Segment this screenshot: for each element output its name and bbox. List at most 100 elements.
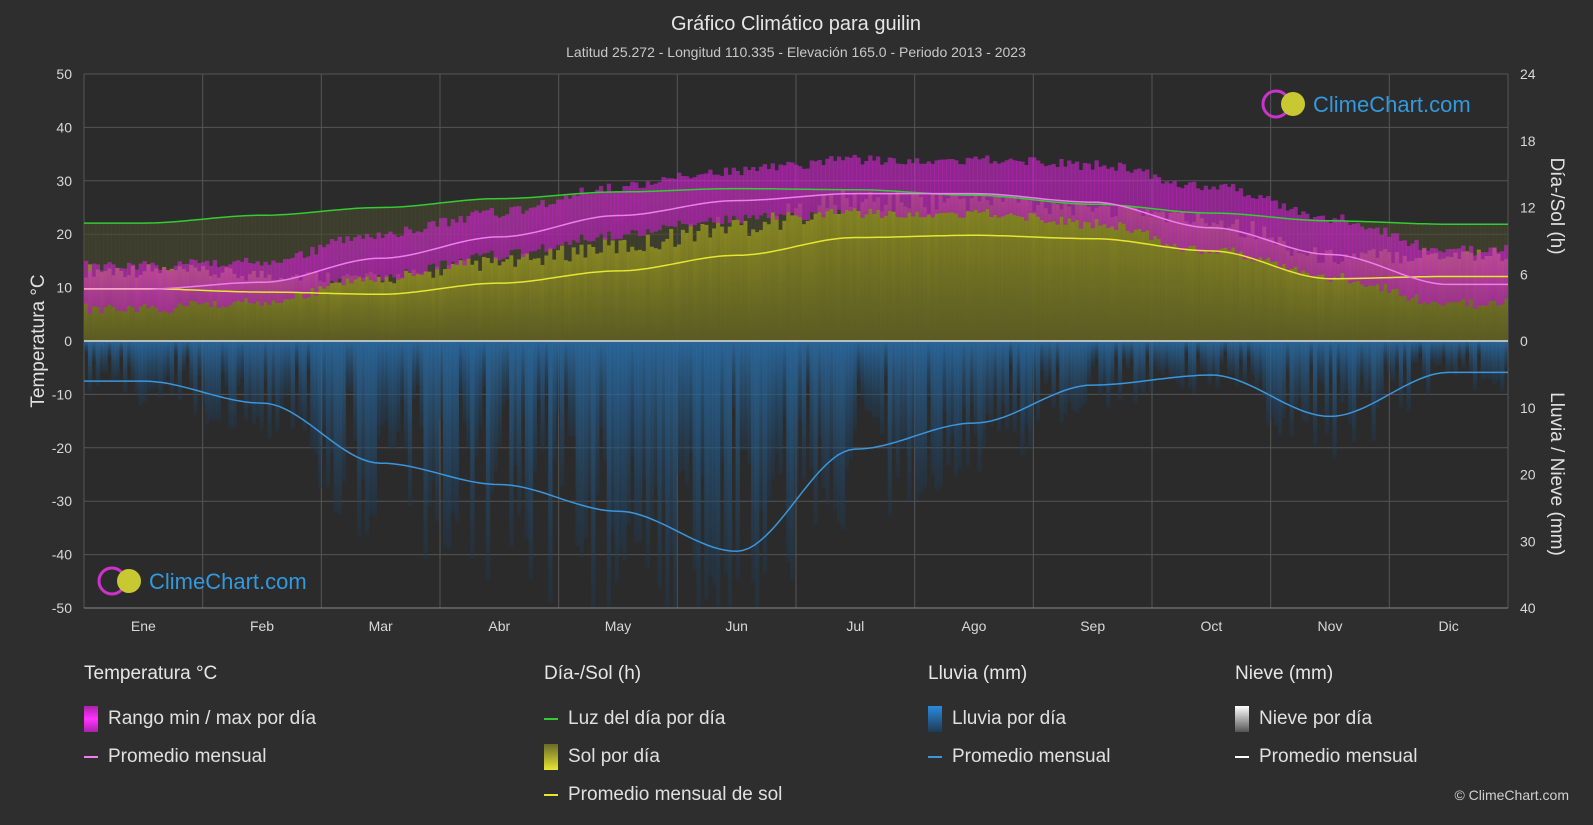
rain-bar: [1437, 341, 1443, 365]
temp-range-bar: [419, 232, 424, 275]
temp-range-bar: [1016, 160, 1021, 217]
x-tick-label: Abr: [488, 618, 510, 634]
rain-bar: [1145, 341, 1150, 356]
rain-bar: [1504, 341, 1508, 369]
sunshine-bar: [684, 232, 690, 341]
rain-bar: [645, 341, 651, 568]
temp-range-bar: [165, 270, 171, 313]
rain-bar: [1492, 341, 1497, 384]
temp-range-bar: [1277, 208, 1283, 270]
rain-bar: [1215, 341, 1220, 389]
sunshine-bar: [1133, 206, 1138, 341]
brand-logo-bottom: ClimeChart.com: [97, 566, 307, 596]
rain-bar: [575, 341, 580, 546]
rain-bar: [353, 341, 358, 441]
temp-range-bar: [696, 174, 701, 223]
rain-bar: [318, 341, 323, 489]
temp-range-bar: [1312, 216, 1318, 276]
sunshine-bar: [1043, 208, 1049, 341]
sunshine-bar: [411, 269, 417, 341]
temp-range-bar: [216, 267, 221, 308]
rain-bar: [1238, 341, 1244, 360]
sunshine-bar: [879, 211, 885, 341]
temp-range-bar: [1086, 163, 1091, 223]
sunshine-bar: [552, 259, 557, 341]
rain-bar: [119, 341, 124, 358]
y-tick-right-top: 18: [1520, 133, 1536, 149]
rain-bar: [747, 341, 752, 465]
rain-bar: [130, 341, 136, 382]
temp-range-bar: [996, 163, 1002, 218]
temp-range-bar: [1457, 248, 1462, 302]
rain-bar: [985, 341, 990, 415]
temp-range-bar: [204, 260, 210, 303]
temp-range-bar: [657, 182, 662, 231]
temp-range-bar: [548, 204, 553, 250]
sunshine-bar: [598, 252, 604, 341]
temp-range-bar: [942, 159, 947, 213]
rain-bar: [1320, 341, 1326, 384]
rain-bar: [989, 341, 994, 427]
temp-range-bar: [922, 163, 928, 218]
temp-range-bar: [950, 159, 955, 213]
sunshine-bar: [626, 251, 631, 341]
rain-bar: [1289, 341, 1294, 437]
temp-range-bar: [774, 170, 779, 220]
sunshine-bar: [739, 225, 744, 341]
legend-swatch-temp-avg: [84, 756, 98, 758]
rain-bar: [1016, 341, 1021, 389]
rain-bar: [169, 341, 175, 394]
rain-bar: [388, 341, 393, 450]
rain-bar: [1152, 341, 1158, 368]
sunshine-bar: [216, 277, 221, 341]
rain-bar: [1293, 341, 1298, 411]
rain-bar: [969, 341, 974, 403]
temp-range-bar: [1426, 250, 1431, 305]
rain-bar: [91, 341, 97, 362]
x-tick-label: Jul: [846, 618, 864, 634]
sunshine-bar: [716, 216, 721, 341]
sunshine-bar: [700, 223, 705, 341]
temp-range-bar: [1348, 225, 1353, 284]
daylight-bar: [431, 203, 436, 341]
temp-range-bar: [723, 167, 729, 216]
sunshine-bar: [481, 256, 487, 341]
temp-range-bar: [1059, 158, 1064, 217]
rain-bar: [895, 341, 900, 479]
y-tick-left: 0: [64, 333, 72, 349]
rain-bar: [1168, 341, 1173, 380]
sunshine-bar: [1086, 206, 1091, 341]
temp-range-bar: [813, 161, 818, 214]
temp-range-bar: [1449, 248, 1454, 303]
temp-range-bar: [126, 262, 132, 306]
rain-bar: [1129, 341, 1134, 361]
temp-range-bar: [1199, 190, 1205, 255]
sunshine-bar: [1156, 212, 1162, 341]
rain-bar: [571, 341, 576, 437]
sunshine-bar: [637, 249, 643, 341]
rain-bar: [107, 341, 112, 357]
sunshine-bar: [493, 256, 498, 341]
sunshine-bar: [559, 245, 565, 341]
temp-range-bar: [138, 263, 143, 307]
rain-bar: [1309, 341, 1314, 367]
rain-bar: [509, 341, 514, 548]
temp-range-bar: [1172, 180, 1177, 244]
rain-bar: [1137, 341, 1142, 390]
sunshine-bar: [680, 229, 686, 341]
temp-range-bar: [926, 161, 931, 215]
legend-swatch-snow-avg: [1235, 756, 1249, 758]
sunshine-bar: [329, 283, 335, 341]
rain-bar: [138, 341, 143, 407]
sunshine-bar: [532, 258, 537, 341]
rain-bar: [1180, 341, 1185, 388]
rain-bar: [1231, 341, 1236, 376]
temp-range-bar: [380, 237, 385, 281]
sunshine-bar: [602, 237, 608, 341]
temp-range-bar: [1051, 163, 1056, 222]
sunshine-bar: [185, 271, 190, 341]
temp-range-bar: [1133, 169, 1138, 230]
rain-bar: [692, 341, 697, 571]
rain-bar: [517, 341, 522, 516]
